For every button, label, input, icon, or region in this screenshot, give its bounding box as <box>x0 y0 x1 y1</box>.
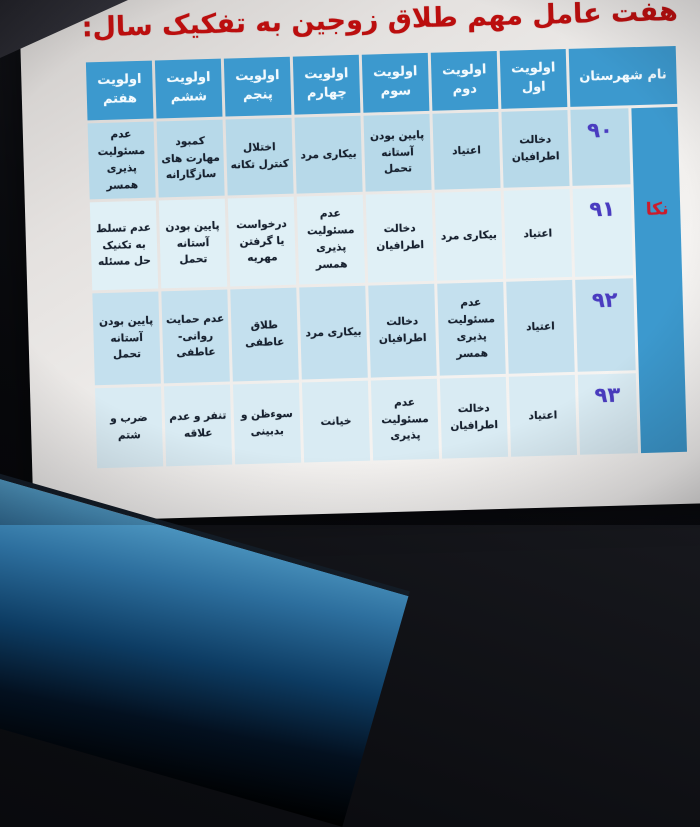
table-row-year-93: ۹۳ اعتیاد دخالت اطرافیان عدم مسئولیت پذی… <box>94 372 687 469</box>
column-header-priority-2: اولویت دوم <box>430 50 499 111</box>
column-header-priority-3: اولویت سوم <box>361 52 430 113</box>
priority-cell: اعتیاد <box>432 111 501 190</box>
slide: هفت عامل مهم طلاق زوجین به تفکیک سال: نا… <box>18 0 700 523</box>
priority-cell: طلاق عاطفی <box>230 287 299 382</box>
slide-content: هفت عامل مهم طلاق زوجین به تفکیک سال: نا… <box>19 0 700 473</box>
priority-cell: پایین بودن آستانه تحمل <box>363 113 432 192</box>
priority-cell: خیانت <box>301 380 371 463</box>
slide-title: هفت عامل مهم طلاق زوجین به تفکیک سال: <box>81 0 679 44</box>
table-row-year-90: نکا ۹۰ دخالت اطرافیان اعتیاد پایین بودن … <box>87 106 688 454</box>
year-cell: ۹۳ <box>577 373 639 455</box>
priority-cell: اعتیاد <box>503 188 573 279</box>
year-cell: ۹۱ <box>572 187 634 277</box>
column-header-priority-1: اولویت اول <box>499 49 568 109</box>
priority-cell: ضرب و شتم <box>94 386 164 469</box>
priority-cell: کمبود مهارت های سازگارانه <box>156 119 225 198</box>
priority-cell: اعتیاد <box>506 279 575 374</box>
priority-cell: اختلال کنترل تکانه <box>225 117 294 196</box>
column-header-priority-7: اولویت هفتم <box>85 60 154 121</box>
priority-cell: عدم مسئولیت پذیری همسر <box>437 281 506 376</box>
priority-cell: عدم مسئولیت پذیری همسر <box>87 121 156 200</box>
year-cell: ۹۰ <box>570 108 631 186</box>
divorce-factors-table: نام شهرستان اولویت اول اولویت دوم اولویت… <box>83 43 690 471</box>
priority-cell: بیکاری مرد <box>434 190 504 281</box>
priority-cell: دخالت اطرافیان <box>439 376 509 459</box>
column-header-priority-6: اولویت ششم <box>154 58 223 119</box>
priority-cell: عدم مسئولیت پذیری همسر <box>296 194 366 285</box>
priority-cell: عدم حمایت روانی- عاطفی <box>161 289 230 384</box>
column-header-priority-5: اولویت پنجم <box>223 56 292 117</box>
priority-cell: دخالت اطرافیان <box>368 283 437 378</box>
table-row-year-91: ۹۱ اعتیاد بیکاری مرد دخالت اطرافیان عدم … <box>89 186 682 291</box>
priority-cell: دخالت اطرافیان <box>501 109 570 188</box>
priority-cell: عدم مسئولیت پذیری <box>370 378 440 461</box>
year-cell: ۹۲ <box>575 278 636 372</box>
priority-cell: اعتیاد <box>508 374 578 457</box>
priority-cell: پایین بودن آستانه تحمل <box>92 291 161 386</box>
priority-cell: دخالت اطرافیان <box>365 192 435 283</box>
priority-cell: تنفر و عدم علاقه <box>163 384 233 467</box>
priority-cell: عدم تسلط به تکنیک حل مسئله <box>89 200 159 291</box>
priority-cell: پایین بودن آستانه تحمل <box>158 198 228 289</box>
column-header-priority-4: اولویت چهارم <box>292 54 361 115</box>
priority-cell: درخواست یا گرفتن مهریه <box>227 196 297 287</box>
priority-cell: بیکاری مرد <box>299 285 368 380</box>
priority-cell: سوءظن و بدبینی <box>232 382 302 465</box>
table-row-year-92: ۹۲ اعتیاد عدم مسئولیت پذیری همسر دخالت ا… <box>92 277 684 386</box>
column-header-city: نام شهرستان <box>568 45 678 107</box>
city-name-cell: نکا <box>631 106 688 454</box>
priority-cell: بیکاری مرد <box>294 115 363 194</box>
